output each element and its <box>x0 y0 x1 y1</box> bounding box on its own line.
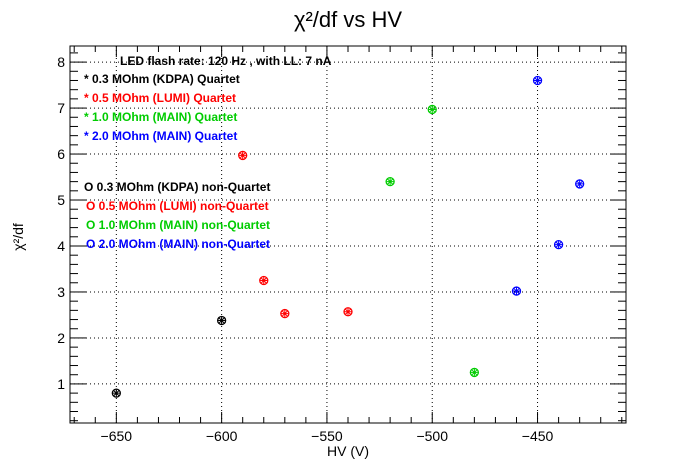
point-circle-marker <box>343 307 353 317</box>
data-point <box>216 315 227 326</box>
legend-entry: * 1.0 MOhm (MAIN) Quartet <box>84 110 237 124</box>
point-circle-marker <box>238 150 248 161</box>
data-point <box>469 367 480 378</box>
point-circle-marker <box>511 286 522 296</box>
y-tick-label: 7 <box>57 100 65 116</box>
legend-entry: O 1.0 MOhm (MAIN) non-Quartet <box>86 218 270 232</box>
point-circle-marker <box>111 388 121 398</box>
legend-entry: * 0.5 MOhm (LUMI) Quartet <box>84 91 236 105</box>
point-star-marker <box>470 368 478 376</box>
y-tick-label: 5 <box>57 192 65 208</box>
legend-entry: O 2.0 MOhm (MAIN) non-Quartet <box>86 237 270 251</box>
point-circle-marker <box>532 75 543 86</box>
x-tick-label: −550 <box>311 428 343 444</box>
y-tick-label: 1 <box>57 376 65 392</box>
legend-entry: * 0.3 MOhm (KDPA) Quartet <box>84 72 240 86</box>
y-tick-label: 6 <box>57 146 65 162</box>
header-note: LED flash rate: 120 Hz , with LL: 7 nA <box>120 54 332 68</box>
data-point <box>532 75 543 86</box>
point-star-marker <box>260 276 268 284</box>
data-point <box>280 308 290 319</box>
point-star-marker <box>534 76 542 84</box>
point-circle-marker <box>216 315 227 326</box>
point-circle-marker <box>259 275 269 286</box>
data-point <box>111 388 121 398</box>
x-tick-label: −650 <box>101 428 133 444</box>
point-star-marker <box>344 308 352 316</box>
chart-title: χ²/df vs HV <box>294 7 402 32</box>
point-star-marker <box>239 151 247 159</box>
legend: * 0.3 MOhm (KDPA) Quartet * 0.5 MOhm (LUM… <box>84 72 270 251</box>
data-point <box>385 176 395 187</box>
y-tick-label: 4 <box>57 238 65 254</box>
y-tick-label: 8 <box>57 54 65 70</box>
grid-lines <box>70 46 626 423</box>
point-star-marker <box>218 316 226 324</box>
point-star-marker <box>428 105 436 113</box>
y-tick-labels: 1 2 3 4 5 6 7 8 <box>57 54 65 392</box>
point-star-marker <box>576 180 584 188</box>
data-point <box>259 275 269 286</box>
point-circle-marker <box>575 179 585 189</box>
data-point <box>238 150 248 161</box>
x-axis-label: HV (V) <box>327 443 369 459</box>
point-star-marker <box>112 389 120 397</box>
data-point <box>575 179 585 189</box>
data-point <box>553 239 564 250</box>
legend-entry: O 0.3 MOhm (KDPA) non-Quartet <box>84 180 270 194</box>
point-star-marker <box>386 178 394 186</box>
point-circle-marker <box>469 367 480 378</box>
data-point <box>343 307 353 317</box>
data-points <box>111 75 585 398</box>
x-tick-label: −450 <box>522 428 554 444</box>
y-tick-label: 3 <box>57 284 65 300</box>
x-tick-label: −500 <box>416 428 448 444</box>
y-axis-label: χ²/df <box>10 223 26 251</box>
data-point <box>427 104 437 115</box>
point-circle-marker <box>385 176 395 187</box>
y-tick-label: 2 <box>57 330 65 346</box>
legend-entry: * 2.0 MOhm (MAIN) Quartet <box>84 129 237 143</box>
data-point <box>511 286 522 296</box>
axis-ticks <box>70 46 626 423</box>
point-star-marker <box>512 287 520 295</box>
point-star-marker <box>281 310 289 318</box>
point-circle-marker <box>553 239 564 250</box>
point-star-marker <box>555 241 563 249</box>
x-tick-labels: −650 −600 −550 −500 −450 <box>101 428 554 444</box>
point-circle-marker <box>280 308 290 319</box>
x-tick-label: −600 <box>206 428 238 444</box>
legend-entry: O 0.5 MOhm (LUMI) non-Quartet <box>86 199 269 213</box>
point-circle-marker <box>427 104 437 115</box>
